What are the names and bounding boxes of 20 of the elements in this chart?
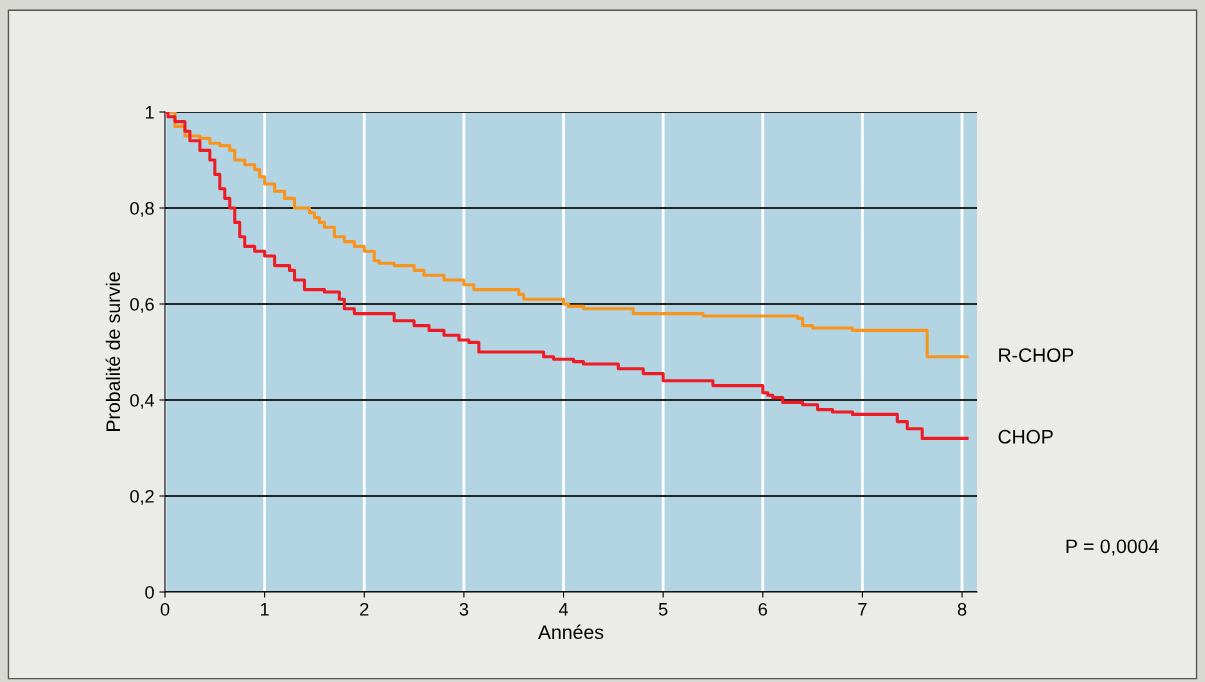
x-tick-label: 1 <box>260 603 269 616</box>
x-tick-label: 6 <box>758 602 768 616</box>
text: P = 0,0004 <box>1066 539 1159 556</box>
series-label: R-CHOP <box>999 348 1074 363</box>
x-tick-label: 2 <box>360 602 369 616</box>
x-axis-title: Années <box>538 624 604 640</box>
y-tick-label: 0,2 <box>130 489 154 505</box>
x-tick-label: 7 <box>858 603 867 616</box>
x-tick-label: 4 <box>558 603 569 616</box>
y-tick-label: 1 <box>145 106 154 119</box>
x-tick-label: 5 <box>658 603 668 616</box>
y-tick-label: 0,4 <box>130 393 155 409</box>
y-tick-label: 0,8 <box>130 201 154 217</box>
x-tick-label: 8 <box>957 602 967 616</box>
series-label: CHOP <box>998 429 1053 444</box>
y-axis-title: Probalité de survie <box>105 272 121 431</box>
y-tick-label: 0 <box>145 585 154 599</box>
x-tick-label: 3 <box>459 602 469 616</box>
y-tick-label: 0,6 <box>130 297 154 313</box>
x-tick-label: 0 <box>160 602 170 616</box>
